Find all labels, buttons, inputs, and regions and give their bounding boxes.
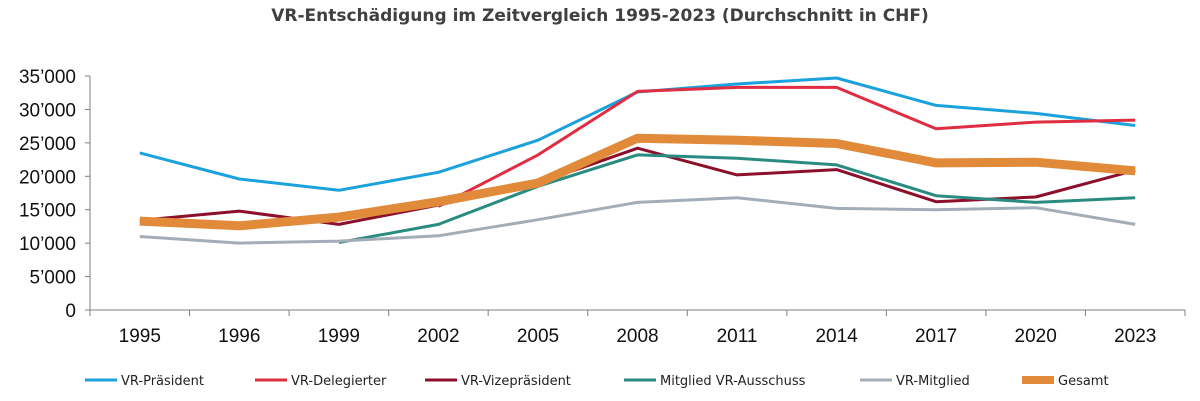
y-tick-label: 0 [65, 301, 76, 322]
x-tick-label: 2005 [517, 326, 559, 347]
series-line-vr-delegierter [437, 85, 1136, 208]
x-tick-label: 2014 [815, 326, 858, 347]
y-tick-label: 35’000 [19, 67, 76, 88]
legend-label: Mitglied VR-Ausschuss [660, 374, 806, 389]
x-tick-label: 2017 [915, 326, 957, 347]
y-tick-label: 25’000 [19, 134, 76, 155]
y-tick-label: 10’000 [19, 234, 76, 255]
x-tick-label: 2002 [417, 326, 459, 347]
x-tick-label: 2008 [616, 326, 658, 347]
x-tick-label: 2011 [717, 326, 758, 347]
chart-title: VR-Entschädigung im Zeitvergleich 1995-2… [271, 6, 929, 26]
legend-label: VR-Delegierter [291, 374, 387, 389]
series-line-vr-mitglied [139, 196, 1136, 245]
x-tick-label: 2023 [1114, 326, 1156, 347]
x-tick-label: 1999 [318, 326, 360, 347]
legend-label: VR-Mitglied [896, 374, 970, 389]
x-tick-label: 2020 [1015, 326, 1057, 347]
y-tick-label: 5’000 [30, 268, 77, 289]
y-tick-label: 20’000 [19, 167, 76, 188]
legend-label: VR-Präsident [121, 374, 204, 389]
x-tick-label: 1995 [119, 326, 161, 347]
y-tick-label: 15’000 [19, 201, 76, 222]
y-tick-label: 30’000 [19, 100, 76, 121]
legend-label: Gesamt [1058, 374, 1109, 389]
x-tick-label: 1996 [218, 326, 260, 347]
series-line-mitglied-vr-ausschuss [338, 153, 1136, 244]
legend-label: VR-Vizepräsident [461, 374, 571, 389]
series-line-gesamt [139, 133, 1136, 231]
